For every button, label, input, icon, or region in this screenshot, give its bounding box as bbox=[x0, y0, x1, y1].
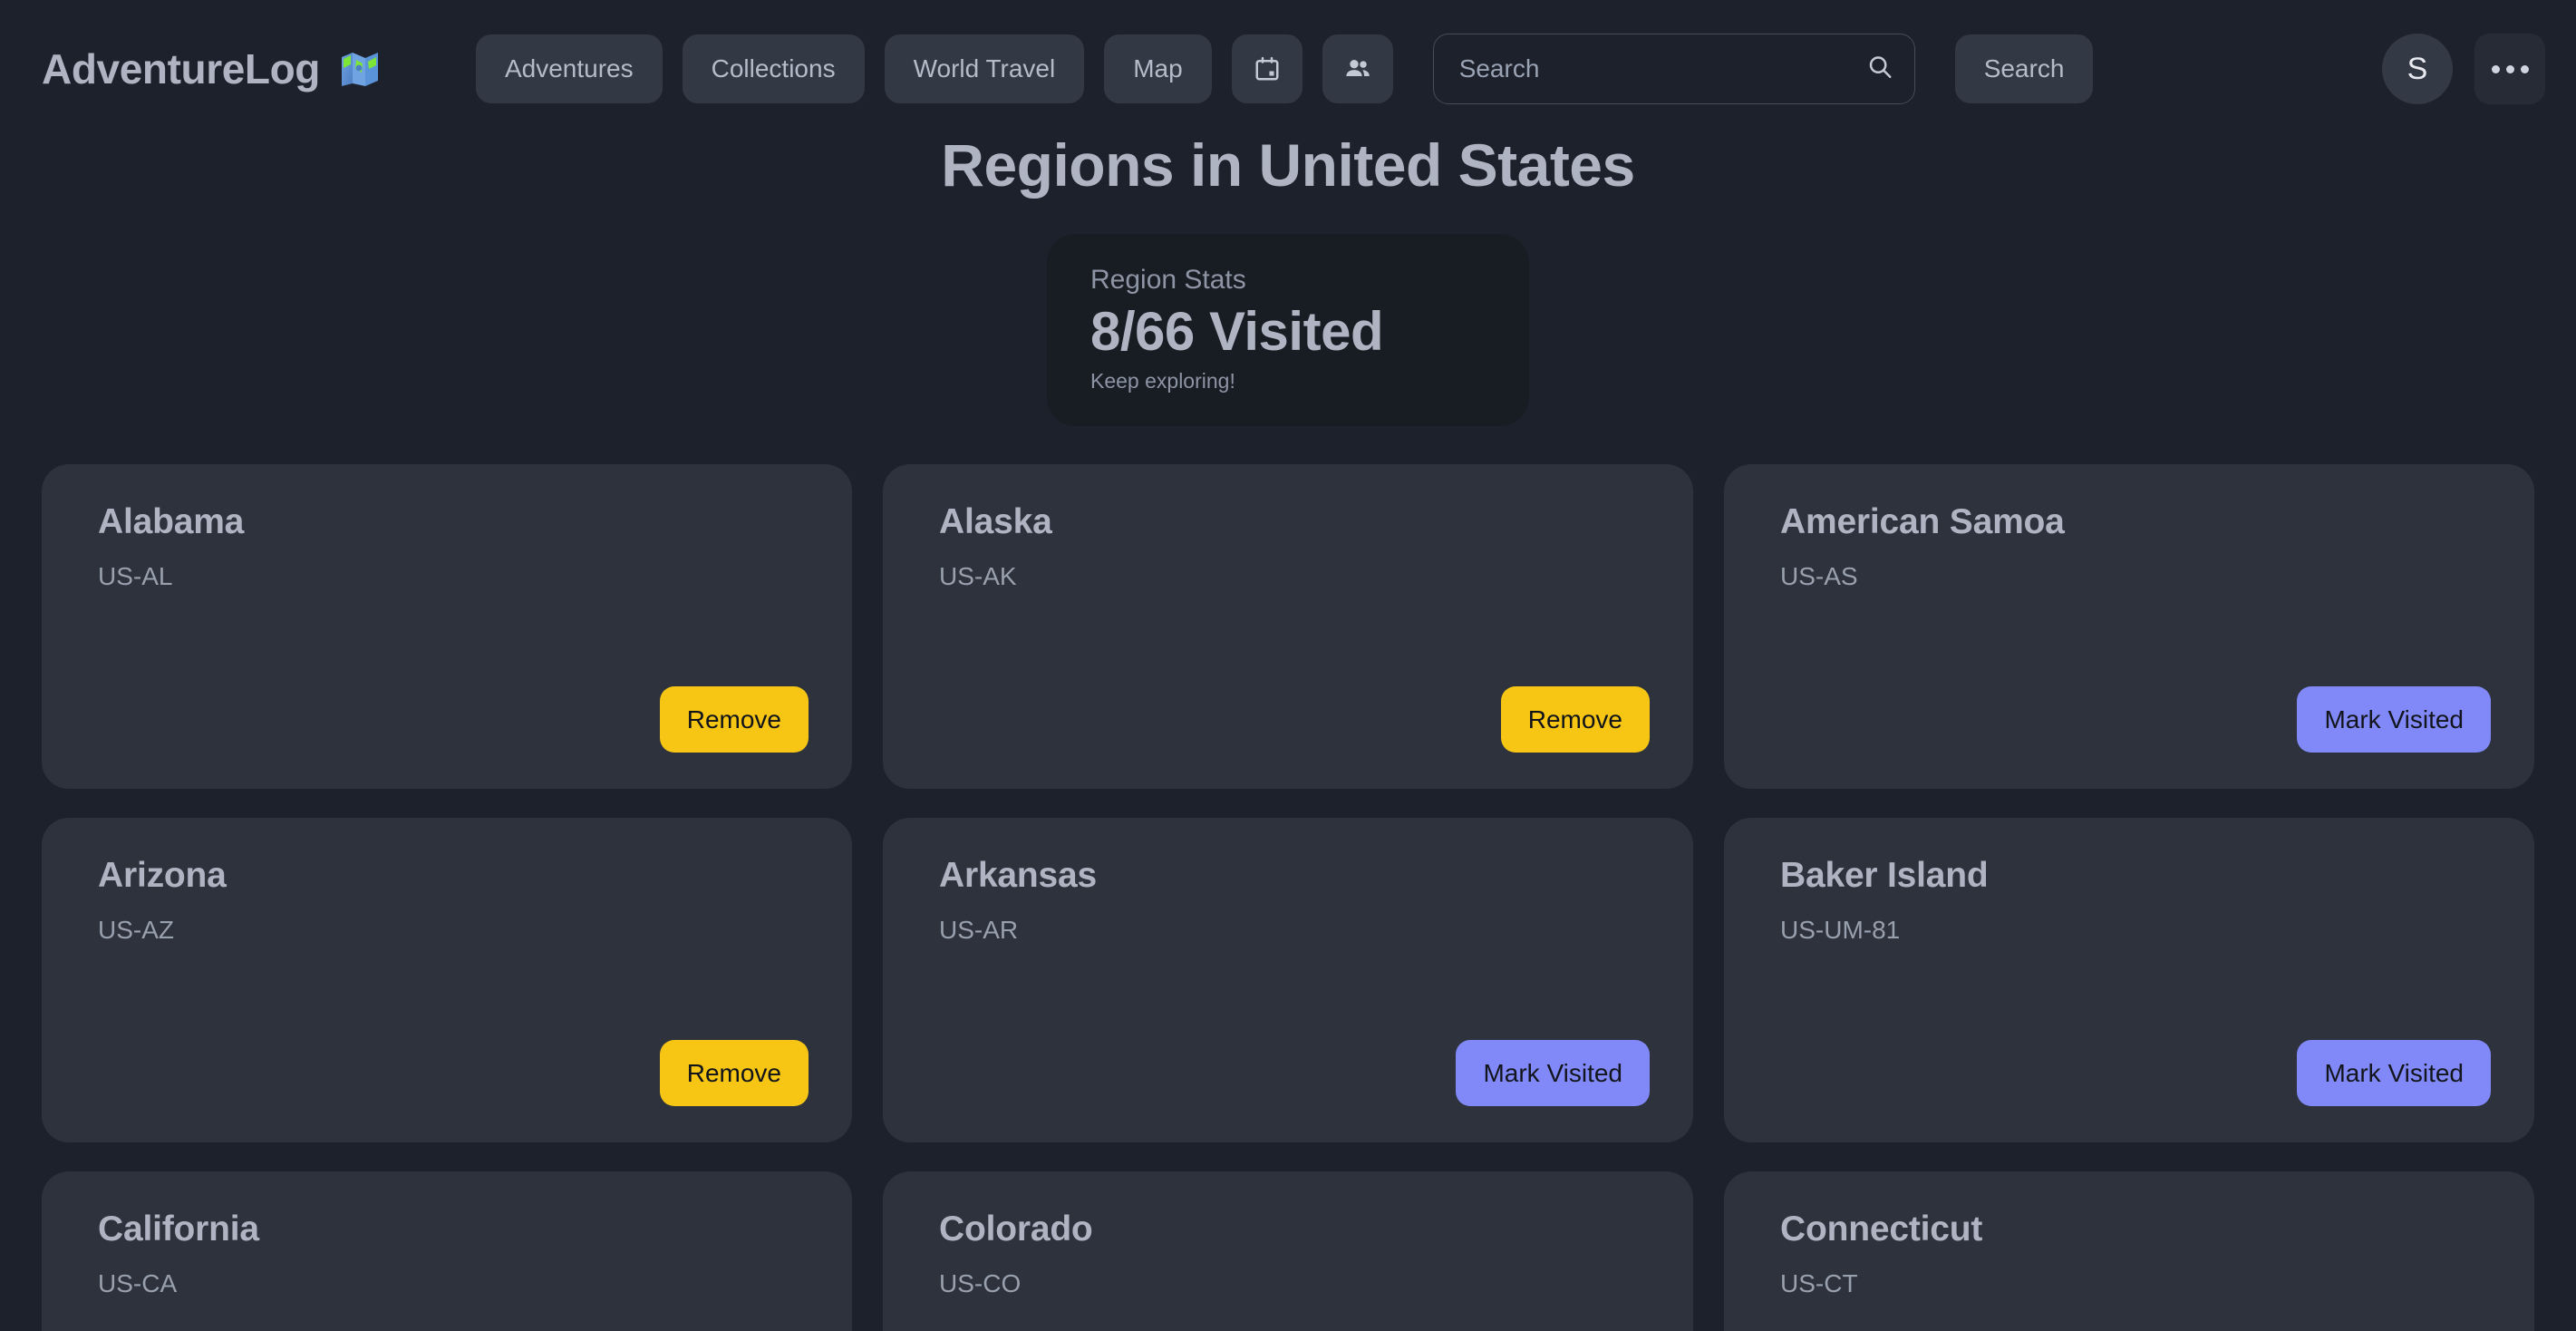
avatar[interactable]: S bbox=[2382, 34, 2453, 104]
search-button[interactable]: Search bbox=[1954, 34, 2094, 103]
nav-item-world-travel[interactable]: World Travel bbox=[884, 34, 1085, 103]
region-name: American Samoa bbox=[1780, 502, 2065, 541]
region-card: Arizona US-AZ Remove bbox=[42, 818, 852, 1142]
region-code: US-UM-81 bbox=[1780, 916, 1901, 944]
mark-visited-button[interactable]: Mark Visited bbox=[2297, 686, 2491, 753]
stats-label: Region Stats bbox=[1090, 265, 1246, 295]
stats-value: 8/66 Visited bbox=[1090, 301, 1384, 362]
users-icon bbox=[1343, 54, 1372, 83]
ellipsis-icon bbox=[2520, 64, 2529, 73]
region-stats-section: Region Stats 8/66 Visited Keep exploring… bbox=[0, 234, 2576, 426]
region-name: Arizona bbox=[98, 856, 227, 895]
region-card-actions: Mark Visited bbox=[1780, 1040, 2491, 1106]
region-card: Alaska US-AK Remove bbox=[883, 464, 1693, 789]
region-card-actions: Remove bbox=[98, 1040, 809, 1106]
region-card-actions: Remove bbox=[939, 686, 1650, 753]
calendar-button[interactable] bbox=[1231, 34, 1303, 103]
mark-visited-button[interactable]: Mark Visited bbox=[1456, 1040, 1650, 1106]
nav-right: S bbox=[2382, 34, 2545, 104]
page-title: Regions in United States bbox=[941, 131, 1635, 199]
nav-item-adventures[interactable]: Adventures bbox=[475, 34, 663, 103]
calendar-icon bbox=[1254, 55, 1281, 83]
region-card: Colorado US-CO bbox=[883, 1171, 1693, 1331]
users-button[interactable] bbox=[1322, 34, 1393, 103]
region-card: Baker Island US-UM-81 Mark Visited bbox=[1724, 818, 2534, 1142]
ellipsis-icon bbox=[2491, 64, 2500, 73]
region-code: US-CA bbox=[98, 1269, 178, 1297]
remove-visit-button[interactable]: Remove bbox=[659, 1040, 809, 1106]
region-card: California US-CA bbox=[42, 1171, 852, 1331]
map-emoji-icon bbox=[340, 51, 380, 87]
region-code: US-CO bbox=[939, 1269, 1022, 1297]
region-name: Alabama bbox=[98, 502, 245, 541]
region-code: US-AK bbox=[939, 562, 1017, 590]
region-name: Arkansas bbox=[939, 856, 1098, 895]
region-name: Colorado bbox=[939, 1210, 1093, 1248]
mark-visited-button[interactable]: Mark Visited bbox=[2297, 1040, 2491, 1106]
region-code: US-AR bbox=[939, 916, 1019, 944]
region-stats-card: Region Stats 8/66 Visited Keep exploring… bbox=[1047, 234, 1529, 426]
region-name: Connecticut bbox=[1780, 1210, 1983, 1248]
remove-visit-button[interactable]: Remove bbox=[1500, 686, 1650, 753]
stats-description: Keep exploring! bbox=[1090, 369, 1235, 393]
region-card: Connecticut US-CT bbox=[1724, 1171, 2534, 1331]
region-code: US-AS bbox=[1780, 562, 1858, 590]
region-name: Baker Island bbox=[1780, 856, 1989, 895]
navbar: AdventureLog Adventures Collections Worl… bbox=[0, 0, 2576, 138]
brand[interactable]: AdventureLog bbox=[42, 44, 380, 93]
region-code: US-AZ bbox=[98, 916, 174, 944]
regions-grid: Alabama US-AL Remove Alaska US-AK Remove Ameri… bbox=[0, 464, 2576, 1331]
region-card: American Samoa US-AS Mark Visited bbox=[1724, 464, 2534, 789]
region-card-actions: Mark Visited bbox=[1780, 686, 2491, 753]
nav-item-map[interactable]: Map bbox=[1104, 34, 1212, 103]
region-card: Arkansas US-AR Mark Visited bbox=[883, 818, 1693, 1142]
nav-links: Adventures Collections World Travel Map bbox=[475, 34, 2094, 104]
more-button[interactable] bbox=[2474, 34, 2545, 104]
region-card-actions: Mark Visited bbox=[939, 1040, 1650, 1106]
search-input[interactable] bbox=[1432, 34, 1915, 104]
remove-visit-button[interactable]: Remove bbox=[659, 686, 809, 753]
brand-name: AdventureLog bbox=[42, 45, 320, 92]
region-name: California bbox=[98, 1210, 259, 1248]
region-name: Alaska bbox=[939, 502, 1052, 541]
region-code: US-AL bbox=[98, 562, 173, 590]
search-field[interactable] bbox=[1432, 34, 1915, 104]
region-code: US-CT bbox=[1780, 1269, 1858, 1297]
region-card: Alabama US-AL Remove bbox=[42, 464, 852, 789]
region-card-actions: Remove bbox=[98, 686, 809, 753]
ellipsis-icon bbox=[2505, 64, 2514, 73]
nav-item-collections[interactable]: Collections bbox=[682, 34, 865, 103]
